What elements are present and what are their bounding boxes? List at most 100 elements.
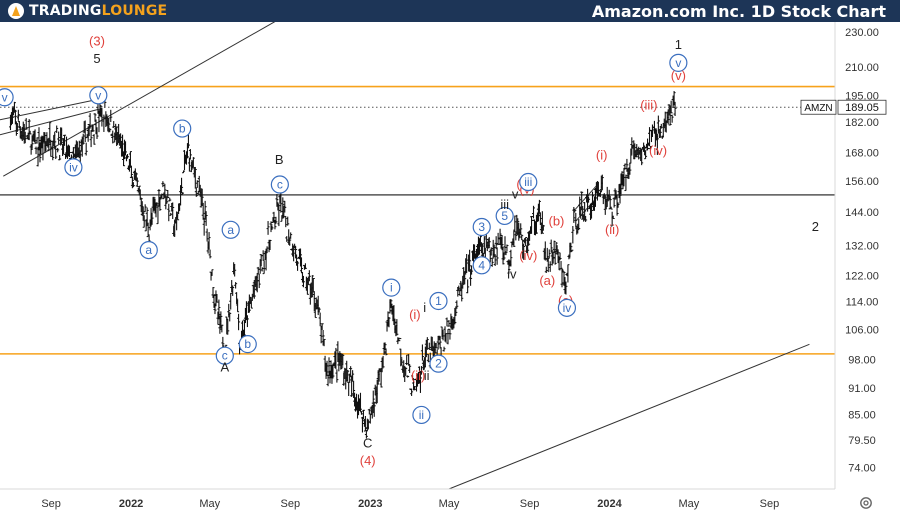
wave-label-a: a [227, 223, 234, 237]
wave-label-v: (v) [671, 68, 686, 83]
y-tick-label: 132.00 [845, 240, 879, 252]
x-tick-label: 2022 [119, 498, 143, 510]
trendline [3, 22, 276, 177]
wave-label-circle [557, 298, 577, 317]
last-price-box [837, 99, 887, 115]
x-tick-label: 2023 [358, 498, 382, 510]
wave-label-iv: (iv) [649, 143, 667, 158]
x-tick-label: Sep [520, 498, 540, 510]
wave-label-circle [472, 217, 491, 237]
wave-label-a: A [220, 360, 229, 375]
y-tick-label: 230.00 [845, 27, 879, 39]
wave-label-b: b [244, 337, 251, 351]
y-tick-label: 122.00 [845, 271, 879, 283]
wave-label-i: i [423, 300, 426, 315]
y-tick-label: 91.00 [848, 383, 876, 395]
wave-label-circle [238, 335, 257, 354]
y-tick-label: 210.00 [845, 62, 879, 74]
wave-label-1: 1 [435, 294, 442, 308]
y-tick-label: 195.00 [845, 90, 879, 102]
wave-label-circle [429, 291, 448, 311]
wave-label-a: (a) [539, 273, 555, 288]
wave-label-2: 2 [812, 219, 819, 234]
wave-label-iv: iv [69, 160, 78, 174]
wave-label-circle [412, 405, 431, 425]
last-price-label: 189.05 [845, 102, 879, 114]
wave-label-5: 5 [501, 209, 508, 223]
y-tick-label: 74.00 [848, 463, 876, 475]
settings-gear-icon[interactable] [858, 495, 874, 511]
wave-label-iv: (iv) [519, 248, 537, 263]
wave-label-b: b [179, 122, 186, 136]
wave-label-circle [669, 53, 688, 72]
logo-text-lounge: LOUNGE [101, 3, 168, 19]
y-tick-label: 114.00 [846, 297, 879, 309]
wave-label-iv: iv [507, 267, 517, 282]
x-tick-label: May [199, 498, 220, 510]
x-tick-label: Sep [281, 498, 301, 510]
x-tick-label: Sep [41, 498, 61, 510]
wave-label-3: (3) [89, 33, 105, 48]
y-tick-label: 144.00 [845, 207, 879, 219]
logo-text-trading: TRADING [29, 3, 102, 19]
trendline [448, 343, 810, 489]
channel-line [0, 98, 99, 121]
wave-label-iii: (iii) [640, 97, 657, 112]
wave-label-ii: ii [419, 408, 424, 422]
ticker-tag-box [800, 99, 837, 115]
wave-label-3: 3 [478, 220, 485, 234]
wave-label-circle [139, 240, 158, 260]
x-tick-label: 2024 [597, 498, 622, 510]
wave-label-circle [215, 346, 234, 365]
y-tick-label: 156.00 [845, 176, 879, 188]
wave-label-c: c [277, 178, 283, 192]
wave-label-v: v [512, 187, 519, 202]
brand-logo[interactable]: TRADING LOUNGE [8, 2, 167, 20]
wave-label-iv: iv [563, 301, 572, 315]
wave-label-circle [495, 206, 514, 226]
wave-label-a: a [145, 243, 152, 257]
wave-label-v: v [675, 56, 681, 70]
wave-label-ii: (ii) [605, 222, 619, 237]
wave-label-i: (i) [409, 307, 421, 322]
wave-label-v: v [95, 88, 101, 102]
wave-label-circle [519, 172, 538, 192]
wave-label-1: 1 [675, 37, 682, 52]
wave-label-circle [429, 354, 448, 373]
wave-label-v: v [2, 90, 8, 104]
wave-label-circle [382, 278, 401, 297]
y-tick-label: 85.00 [848, 409, 876, 421]
wave-label-iii: iii [500, 197, 509, 212]
y-tick-label: 106.00 [845, 325, 879, 337]
wave-label-5: 5 [93, 51, 100, 66]
wave-label-circle [221, 220, 240, 239]
wave-label-iii: iii [524, 175, 532, 189]
wave-label-4: 4 [478, 258, 485, 272]
wave-label-ii: (ii) [411, 368, 425, 383]
wave-label-circle [173, 119, 192, 138]
wave-label-b: B [275, 152, 284, 167]
wave-label-2: 2 [435, 357, 442, 371]
ticker-tag-label: AMZN [804, 103, 832, 114]
wave-label-b: (b) [549, 213, 565, 228]
wave-label-circle [64, 158, 83, 177]
y-tick-label: 168.00 [845, 148, 879, 160]
chart-title: Amazon.com Inc. 1D Stock Chart [591, 2, 886, 21]
x-tick-label: May [678, 498, 699, 510]
wave-label-circle [89, 86, 108, 105]
wave-label-c: C [363, 435, 372, 450]
x-tick-label: May [439, 498, 460, 510]
wave-label-circle [0, 88, 14, 107]
wave-label-c: c [222, 349, 228, 363]
wave-label-i: i [390, 281, 393, 295]
y-tick-label: 79.50 [848, 435, 876, 447]
header-bar: TRADING LOUNGE Amazon.com Inc. 1D Stock C… [0, 0, 900, 22]
wave-label-circle [472, 256, 491, 275]
wave-label-circle [270, 175, 289, 194]
y-tick-label: 98.00 [848, 355, 876, 367]
logo-icon [8, 3, 24, 19]
wave-label-i: (i) [596, 148, 608, 163]
y-tick-label: 182.00 [845, 117, 879, 129]
